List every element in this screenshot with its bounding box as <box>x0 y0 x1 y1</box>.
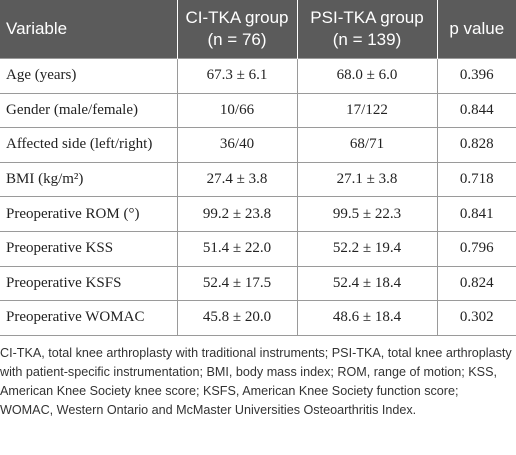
table-cell: 0.718 <box>436 161 516 198</box>
table-cell: 27.4 ± 3.8 <box>176 161 298 198</box>
table-cell: Affected side (left/right) <box>0 127 178 163</box>
header-line: PSI-TKA group <box>310 8 424 27</box>
table-cell: 0.824 <box>436 265 516 302</box>
table-cell: 67.3 ± 6.1 <box>176 58 298 94</box>
table-cell: 99.2 ± 23.8 <box>176 196 298 232</box>
table-row: Gender (male/female) 10/66 17/122 0.844 <box>0 92 516 129</box>
table-row: Preoperative KSFS 52.4 ± 17.5 52.4 ± 18.4 0… <box>0 265 516 302</box>
table-cell: 52.4 ± 18.4 <box>296 265 438 302</box>
table-cell: 0.828 <box>436 127 516 163</box>
table-cell: 0.841 <box>436 196 516 232</box>
header-row: Variable CI-TKA group (n = 76) PSI-TKA grou… <box>0 0 516 59</box>
header-cell: Variable <box>0 0 178 59</box>
table-cell: 52.2 ± 19.4 <box>296 230 438 267</box>
table-cell: 45.8 ± 20.0 <box>176 300 298 336</box>
table-cell: 0.396 <box>436 58 516 94</box>
header-cell: p value <box>437 0 516 59</box>
header-cell: PSI-TKA group (n = 139) <box>297 0 438 59</box>
table-cell: 17/122 <box>296 92 438 129</box>
header-text: Variable <box>6 19 68 38</box>
table-row: Preoperative KSS 51.4 ± 22.0 52.2 ± 19.4 0.… <box>0 230 516 267</box>
table-cell: 51.4 ± 22.0 <box>176 230 298 267</box>
header-line: (n = 76) <box>207 30 267 49</box>
header-line: (n = 139) <box>332 30 402 49</box>
header-line: CI-TKA group <box>185 8 289 27</box>
table-row: BMI (kg/m²) 27.4 ± 3.8 27.1 ± 3.8 0.718 <box>0 161 516 198</box>
table-row: Age (years) 67.3 ± 6.1 68.0 ± 6.0 0.396 <box>0 58 516 94</box>
table-cell: Age (years) <box>0 58 178 94</box>
table-cell: 99.5 ± 22.3 <box>296 196 438 232</box>
table-cell: 27.1 ± 3.8 <box>296 161 438 198</box>
table-cell: BMI (kg/m²) <box>0 161 178 198</box>
header-text: p value <box>449 19 505 38</box>
table-cell: 0.302 <box>436 300 516 336</box>
table-cell: 0.844 <box>436 92 516 129</box>
table-cell: 10/66 <box>176 92 298 129</box>
table-cell: 68/71 <box>296 127 438 163</box>
table-cell: Preoperative KSS <box>0 230 178 267</box>
table-cell: 68.0 ± 6.0 <box>296 58 438 94</box>
footnote: CI-TKA, total knee arthroplasty with tra… <box>0 345 512 417</box>
table-cell: Preoperative ROM (°) <box>0 196 178 232</box>
table-cell: 48.6 ± 18.4 <box>296 300 438 336</box>
table-cell: 36/40 <box>176 127 298 163</box>
table-cell: Preoperative WOMAC <box>0 300 178 336</box>
table-cell: Gender (male/female) <box>0 92 178 129</box>
table-row: Preoperative WOMAC 45.8 ± 20.0 48.6 ± 18.4… <box>0 300 516 336</box>
header-cell: CI-TKA group (n = 76) <box>177 0 298 59</box>
table-row: Affected side (left/right) 36/40 68/71 0.82… <box>0 127 516 163</box>
table-cell: 0.796 <box>436 230 516 267</box>
table-row: Preoperative ROM (°) 99.2 ± 23.8 99.5 ± 22… <box>0 196 516 232</box>
table: Variable CI-TKA group (n = 76) PSI-TKA grou… <box>0 0 516 336</box>
table-cell: Preoperative KSFS <box>0 265 178 302</box>
table-body: Age (years) 67.3 ± 6.1 68.0 ± 6.0 0.396 Gend… <box>0 58 516 336</box>
table-cell: 52.4 ± 17.5 <box>176 265 298 302</box>
